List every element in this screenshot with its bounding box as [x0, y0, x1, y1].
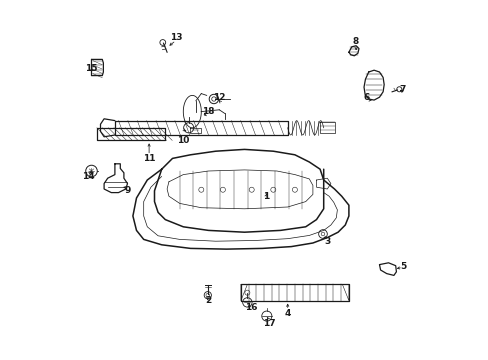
Text: 1: 1	[263, 192, 269, 201]
Text: 18: 18	[202, 107, 214, 116]
Text: 10: 10	[177, 136, 189, 145]
Text: 9: 9	[124, 186, 130, 195]
Text: 14: 14	[81, 172, 94, 181]
Text: 16: 16	[245, 303, 258, 312]
Text: 4: 4	[284, 309, 290, 318]
Text: 15: 15	[85, 64, 98, 73]
Text: 11: 11	[142, 154, 155, 163]
Text: 5: 5	[399, 262, 405, 271]
Text: 7: 7	[399, 85, 405, 94]
Text: 6: 6	[363, 93, 369, 102]
Text: 17: 17	[263, 320, 275, 328]
Text: 12: 12	[213, 93, 225, 102]
Text: 3: 3	[324, 237, 330, 246]
Text: 8: 8	[352, 37, 359, 46]
Text: 13: 13	[169, 33, 182, 42]
Text: 2: 2	[205, 296, 211, 305]
